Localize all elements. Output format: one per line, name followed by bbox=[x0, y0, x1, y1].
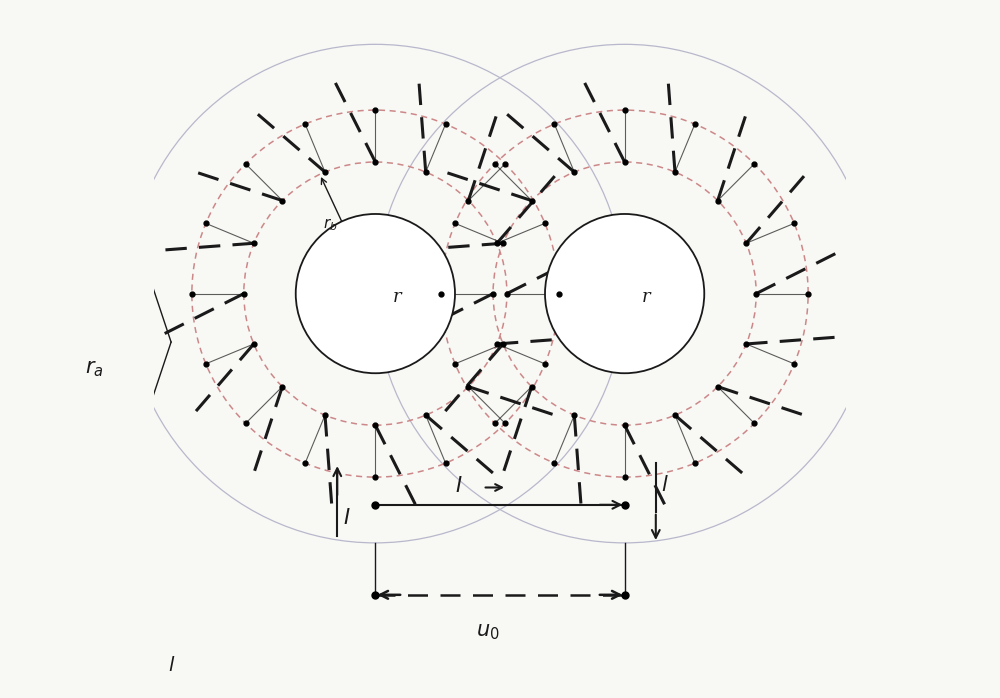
Text: $u_0$: $u_0$ bbox=[476, 623, 499, 642]
Text: $I$: $I$ bbox=[455, 476, 463, 496]
Text: r: r bbox=[642, 288, 651, 306]
Text: $l$: $l$ bbox=[661, 475, 669, 495]
Circle shape bbox=[296, 214, 455, 373]
Text: $r_b$: $r_b$ bbox=[323, 216, 338, 232]
Text: $r_a$: $r_a$ bbox=[85, 359, 103, 379]
Text: r: r bbox=[393, 288, 401, 306]
Text: $I$: $I$ bbox=[343, 508, 350, 528]
Circle shape bbox=[545, 214, 704, 373]
Text: $l$: $l$ bbox=[168, 656, 175, 675]
